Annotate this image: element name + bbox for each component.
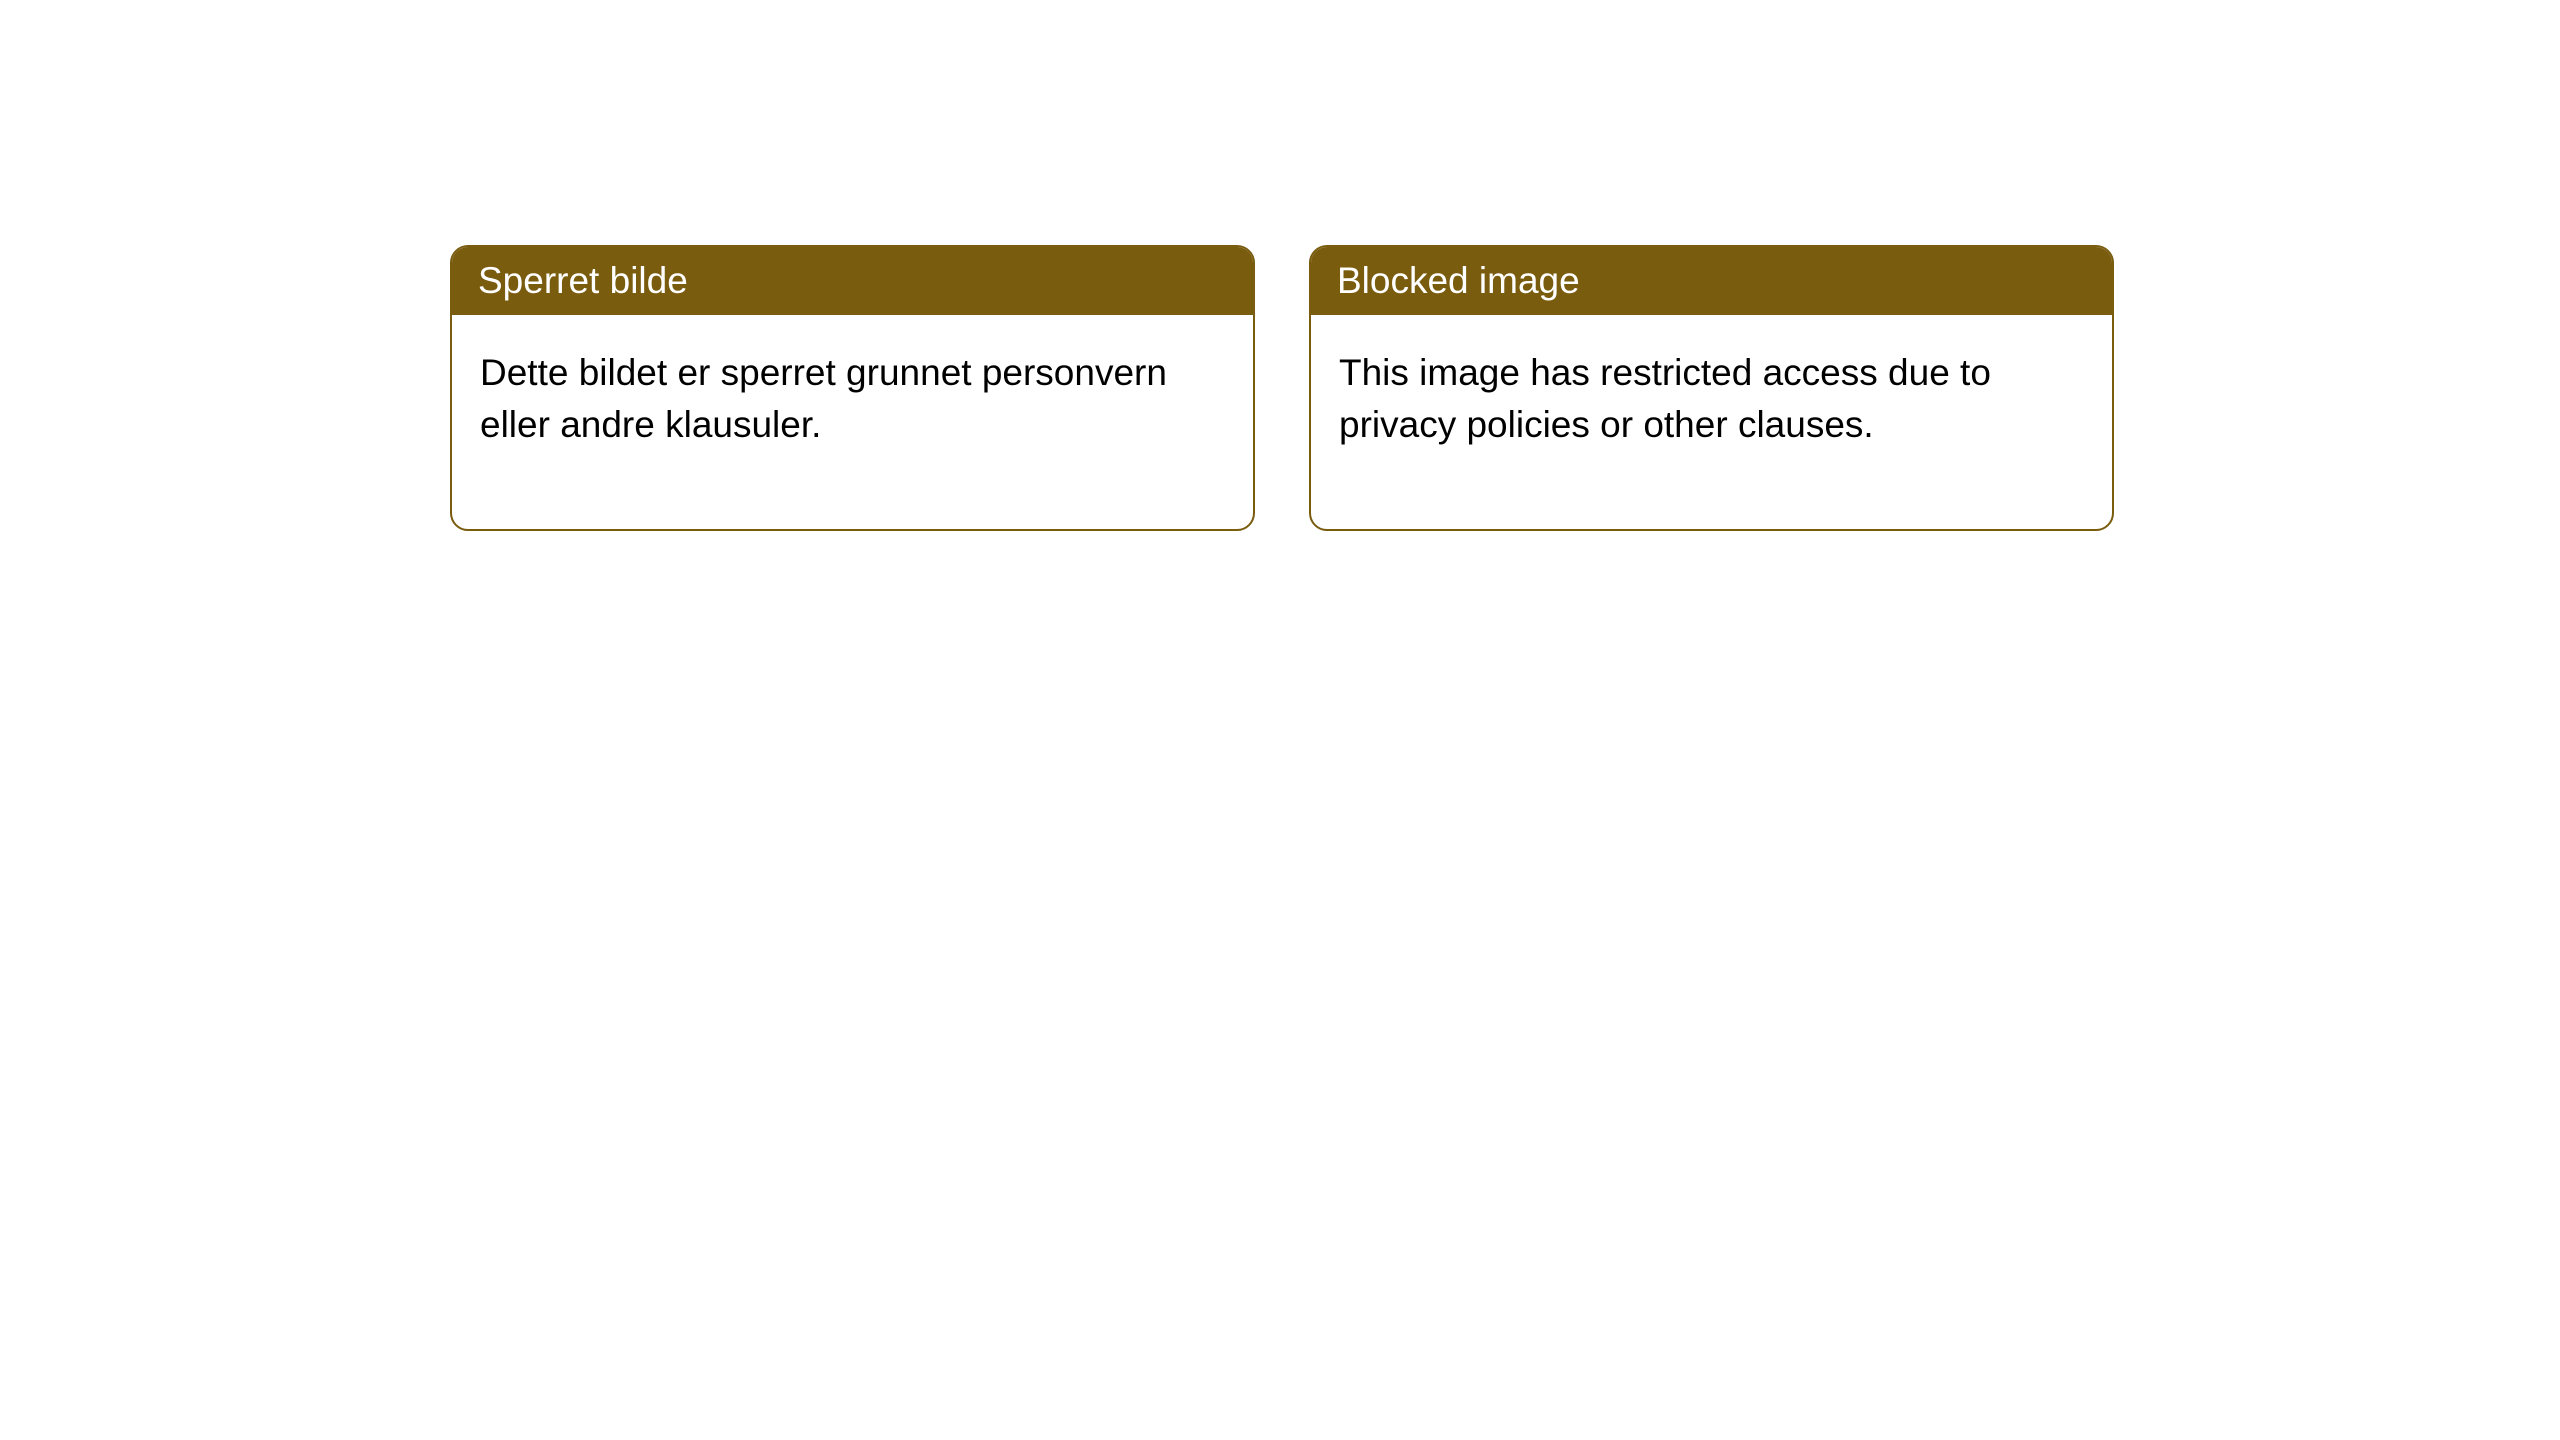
notice-body: Dette bildet er sperret grunnet personve… [452, 315, 1253, 529]
notice-title: Blocked image [1311, 247, 2112, 315]
notice-card-norwegian: Sperret bilde Dette bildet er sperret gr… [450, 245, 1255, 531]
notice-card-english: Blocked image This image has restricted … [1309, 245, 2114, 531]
notice-container: Sperret bilde Dette bildet er sperret gr… [0, 0, 2560, 531]
notice-body: This image has restricted access due to … [1311, 315, 2112, 529]
notice-title: Sperret bilde [452, 247, 1253, 315]
